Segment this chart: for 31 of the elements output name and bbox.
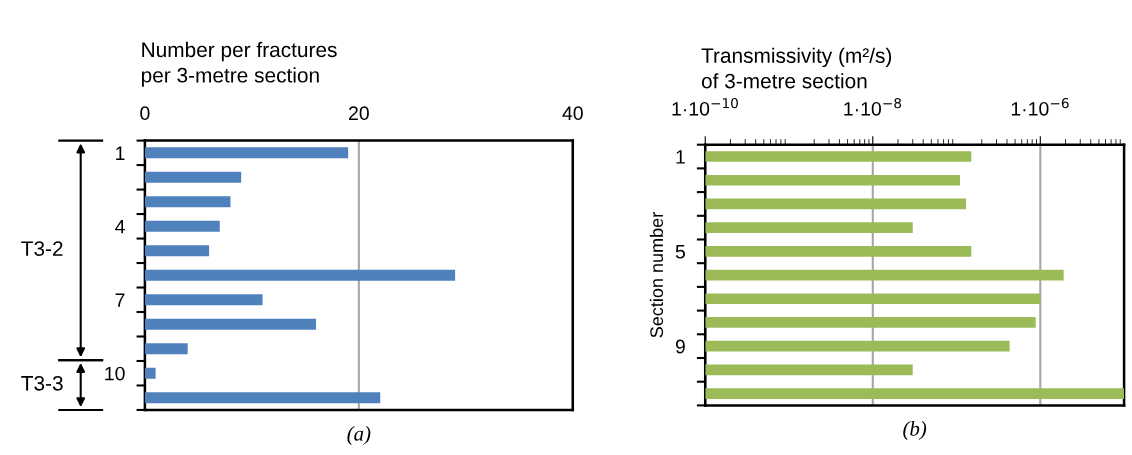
chart-title: Number per fractures per 3-metre section (141, 41, 337, 87)
chart-title: Transmissivity (m²/s) of 3-metre section (701, 47, 892, 89)
bar (144, 220, 220, 232)
bar (144, 147, 349, 159)
bar (144, 392, 381, 404)
x-tick-label: 1·10$^{−6}$ (1011, 97, 1069, 116)
x-tick-label: 1·10$^{−10}$ (672, 97, 738, 116)
y-tick-label: 7 (115, 293, 125, 307)
y-axis-title: Section number (649, 212, 664, 338)
y-tick-label: 5 (675, 245, 685, 259)
x-tick-label: 40 (562, 106, 583, 121)
text: (b) (903, 421, 927, 440)
bar (144, 171, 242, 183)
bar (144, 367, 156, 379)
bar (144, 196, 231, 208)
x-tick-label: 20 (349, 106, 369, 121)
y-tick-label: 10 (105, 366, 125, 381)
text: (a) (347, 426, 371, 446)
bar (144, 269, 456, 281)
bar (144, 294, 263, 306)
y-tick-label: 4 (115, 219, 125, 234)
x-tick-label: 1·10$^{−8}$ (844, 97, 902, 116)
bar (144, 343, 188, 355)
y-tick-label: 1 (676, 150, 685, 164)
x-tick-label: 0 (140, 106, 150, 121)
y-tick-label: 9 (675, 339, 685, 354)
bar (144, 245, 210, 257)
y-tick-label: 1 (116, 146, 125, 160)
text: T3-3 (21, 375, 63, 391)
text: T3-2 (21, 241, 63, 256)
bar (144, 318, 317, 330)
